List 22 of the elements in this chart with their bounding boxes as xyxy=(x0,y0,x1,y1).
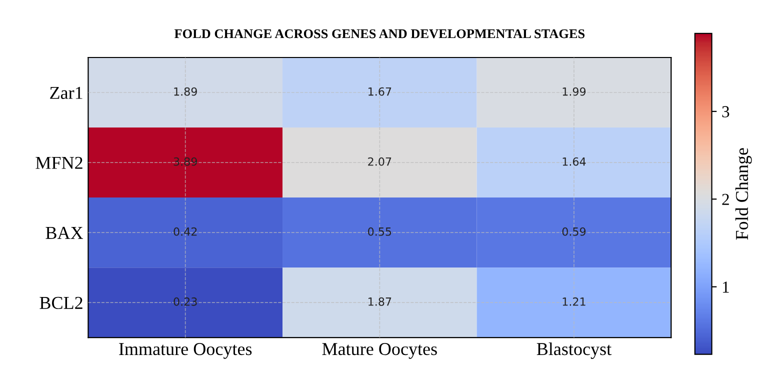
data-label: 1.89 xyxy=(174,87,197,96)
y-tick-label: MFN2 xyxy=(36,156,82,169)
chart-title: FOLD CHANGE ACROSS GENES AND DEVELOPMENTAL STAGES xyxy=(174,29,585,38)
data-label: 0.55 xyxy=(368,227,392,236)
x-tick-label: Blastocyst xyxy=(536,342,612,359)
data-label: 1.67 xyxy=(368,87,392,96)
color-bar-title: Fold Change xyxy=(735,148,752,240)
color-bar-label: 3 xyxy=(722,106,730,118)
x-tick-label: Immature Oocytes xyxy=(119,342,252,359)
data-label: 1.87 xyxy=(368,297,392,306)
y-tick-label: BAX xyxy=(46,226,84,239)
x-tick-label: Mature Oocytes xyxy=(322,342,437,359)
color-bar-label: 2 xyxy=(722,194,729,205)
data-label: 2.07 xyxy=(368,157,392,166)
data-label: 0.42 xyxy=(174,227,197,236)
y-tick-label: Zar1 xyxy=(50,86,82,99)
data-label: 0.59 xyxy=(562,227,586,236)
data-label: 1.21 xyxy=(562,297,586,306)
data-label: 1.64 xyxy=(562,157,586,166)
color-bar-label: 1 xyxy=(722,282,729,293)
y-tick-label: BCL2 xyxy=(40,296,82,310)
data-label: 1.99 xyxy=(562,87,586,96)
